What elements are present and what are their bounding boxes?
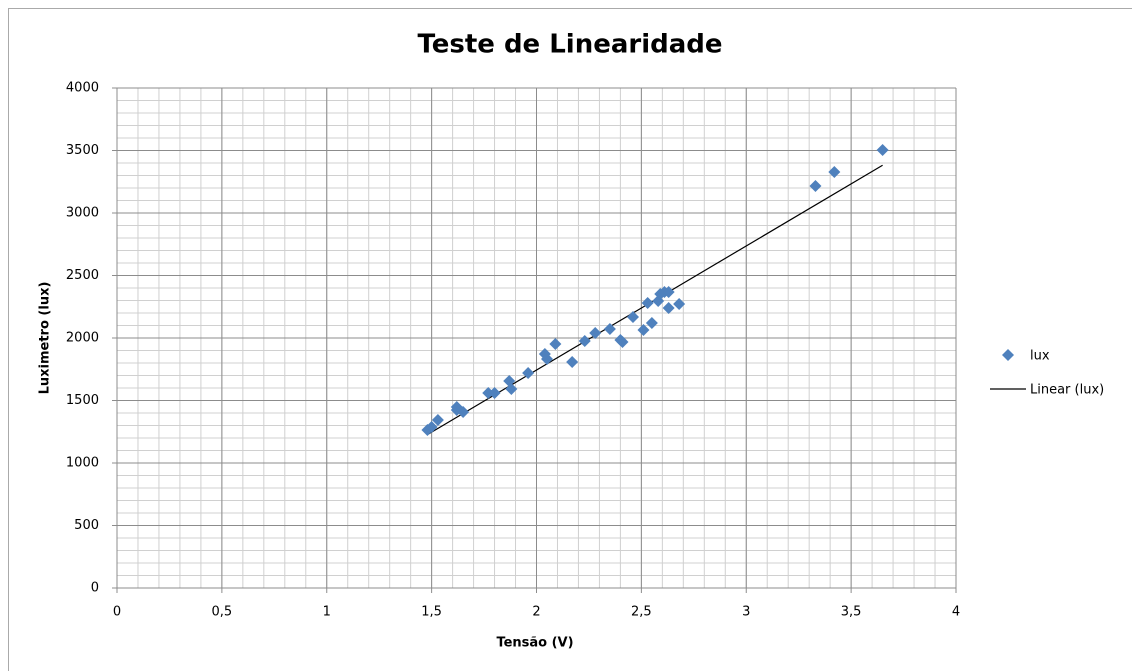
point: [431, 414, 444, 426]
y-tick-label: 2000: [66, 331, 99, 346]
point: [645, 317, 658, 329]
x-tick-label: 2,5: [631, 605, 652, 620]
point: [616, 336, 629, 348]
y-tick-label: 500: [74, 518, 99, 533]
x-axis-title: Tensão (V): [496, 636, 573, 651]
y-tick-label: 3000: [66, 206, 99, 221]
y-tick-label: 1500: [66, 393, 99, 408]
x-tick-label: 0,5: [212, 605, 233, 620]
point: [522, 367, 535, 379]
point: [589, 327, 602, 339]
legend-label: Linear (lux): [1030, 383, 1104, 398]
point: [641, 297, 654, 309]
point: [673, 298, 686, 310]
y-tick-label: 3500: [66, 143, 99, 158]
x-tick-label: 2: [532, 605, 540, 620]
x-tick-label: 1: [323, 605, 331, 620]
x-tick-label: 3: [742, 605, 750, 620]
point: [482, 387, 495, 399]
y-axis-title: Luximetro (lux): [38, 282, 53, 395]
x-tick-label: 4: [952, 605, 960, 620]
x-tick-label: 0: [113, 605, 121, 620]
grid: [116, 87, 957, 589]
x-tick-label: 1,5: [421, 605, 442, 620]
legend-marker: [1002, 349, 1014, 361]
point: [828, 166, 841, 178]
point: [637, 324, 650, 336]
point: [578, 335, 591, 347]
point: [876, 144, 889, 156]
point: [488, 387, 501, 399]
marks: [421, 144, 889, 436]
point: [626, 311, 639, 323]
chart-title: Teste de Linearidade: [417, 30, 722, 60]
point: [540, 353, 553, 365]
y-tick-label: 4000: [66, 81, 99, 96]
point: [549, 338, 562, 350]
legend-label: lux: [1030, 349, 1050, 364]
point: [425, 421, 438, 433]
y-tick-label: 2500: [66, 268, 99, 283]
y-tick-label: 0: [91, 581, 99, 596]
chart-frame: [8, 8, 1132, 671]
point: [566, 356, 579, 368]
point: [457, 406, 470, 418]
point: [809, 180, 822, 192]
point: [603, 323, 616, 335]
y-tick-label: 1000: [66, 456, 99, 471]
point: [662, 286, 675, 298]
x-tick-label: 3,5: [841, 605, 862, 620]
point: [662, 302, 675, 314]
point: [505, 383, 518, 395]
